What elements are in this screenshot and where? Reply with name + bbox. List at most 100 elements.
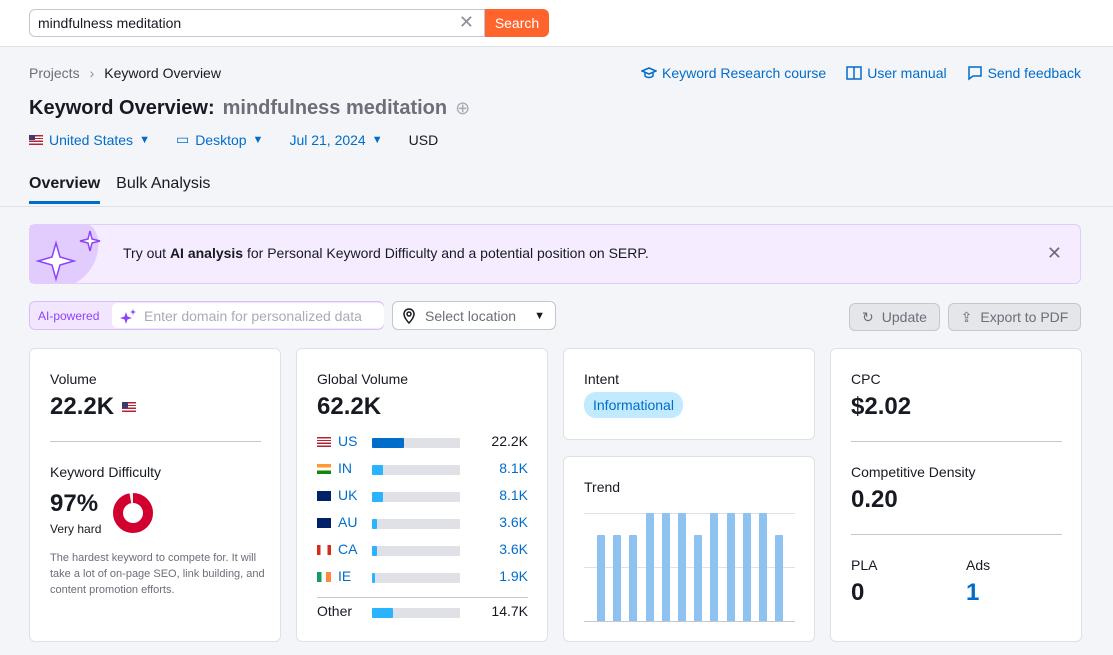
global-volume-value: 62.2K	[317, 393, 382, 420]
country-label: United States	[49, 131, 134, 148]
country-volume-value[interactable]: 8.1K	[499, 487, 528, 503]
au-flag-icon	[317, 518, 331, 528]
density-value: 0.20	[851, 486, 898, 513]
pla-label: PLA	[851, 557, 878, 573]
country-code[interactable]: US	[338, 433, 358, 449]
trend-bar	[613, 534, 622, 621]
trend-bar	[775, 534, 784, 621]
message-icon	[967, 66, 982, 81]
feedback-label: Send feedback	[987, 65, 1081, 81]
banner-text: Try out AI analysis for Personal Keyword…	[123, 245, 649, 261]
trend-bar	[629, 534, 638, 621]
course-label: Keyword Research course	[662, 65, 827, 81]
sparkle-icon	[120, 309, 136, 324]
ai-analysis-banner: Try out AI analysis for Personal Keyword…	[29, 224, 1081, 284]
volume-label: Volume	[50, 371, 97, 387]
volume-bar-track	[372, 519, 460, 529]
graduation-cap-icon	[641, 67, 658, 79]
clear-search-icon[interactable]: ✕	[458, 12, 474, 32]
close-icon[interactable]: ✕	[1046, 243, 1062, 263]
volume-card: Volume 22.2K Keyword Difficulty 97% Very…	[29, 348, 281, 642]
title-prefix: Keyword Overview:	[29, 97, 215, 119]
country-volume-value[interactable]: 3.6K	[499, 541, 528, 557]
trend-bar	[694, 534, 703, 621]
tab-bulk-analysis[interactable]: Bulk Analysis	[116, 175, 211, 192]
other-label: Other	[317, 603, 353, 619]
in-flag-icon	[317, 464, 331, 474]
other-value: 14.7K	[491, 603, 528, 619]
breadcrumb-current: Keyword Overview	[104, 65, 221, 81]
page-header: Projects › Keyword Overview Keyword Rese…	[0, 47, 1113, 207]
update-button[interactable]: ↻ Update	[849, 303, 940, 331]
chevron-right-icon: ›	[89, 65, 95, 81]
divider	[851, 441, 1062, 442]
tab-overview[interactable]: Overview	[29, 175, 101, 204]
volume-value: 22.2K	[50, 393, 115, 420]
kd-description: The hardest keyword to compete for. It w…	[50, 552, 265, 596]
breadcrumb: Projects › Keyword Overview	[29, 65, 221, 81]
export-pdf-button[interactable]: ⇪ Export to PDF	[948, 303, 1081, 331]
country-volume-value: 22.2K	[491, 433, 528, 449]
volume-bar-track	[372, 573, 460, 583]
kd-level: Very hard	[50, 522, 102, 536]
device-selector[interactable]: ▭ Desktop ▼	[176, 131, 263, 148]
ai-domain-input-wrap[interactable]	[112, 303, 384, 328]
breadcrumb-projects[interactable]: Projects	[29, 65, 80, 81]
country-selector[interactable]: United States ▼	[29, 132, 150, 148]
country-volume-row: AU 3.6K	[317, 513, 528, 533]
intent-badge: Informational	[584, 392, 683, 418]
other-bar-track	[372, 608, 460, 618]
trend-bar	[742, 513, 751, 621]
user-manual-link[interactable]: User manual	[846, 65, 947, 81]
search-button[interactable]: Search	[485, 9, 549, 37]
date-selector[interactable]: Jul 21, 2024 ▼	[289, 132, 382, 148]
currency-label: USD	[408, 131, 439, 148]
volume-bar-track	[372, 438, 460, 448]
trend-card: Trend	[563, 456, 815, 642]
country-volume-row: UK 8.1K	[317, 486, 528, 506]
search-input[interactable]	[38, 15, 458, 31]
trend-bar	[645, 513, 654, 621]
country-volume-value[interactable]: 8.1K	[499, 460, 528, 476]
pla-value: 0	[851, 579, 865, 606]
kd-label: Keyword Difficulty	[50, 464, 162, 480]
country-volume-row: IE 1.9K	[317, 567, 528, 587]
global-volume-card: Global Volume 62.2K US 22.2K IN 8.1K UK 8.1K A…	[296, 348, 548, 642]
send-feedback-link[interactable]: Send feedback	[967, 65, 1081, 81]
country-volume-value[interactable]: 1.9K	[499, 568, 528, 584]
chevron-down-icon: ▼	[139, 133, 150, 146]
country-code[interactable]: AU	[338, 514, 358, 530]
divider	[50, 441, 261, 442]
ads-value[interactable]: 1	[966, 579, 980, 606]
density-label: Competitive Density	[851, 464, 976, 480]
add-to-list-icon[interactable]: ⊕	[455, 98, 471, 118]
export-label: Export to PDF	[980, 309, 1069, 325]
country-code[interactable]: UK	[338, 487, 358, 503]
divider	[317, 597, 528, 598]
keyword-research-course-link[interactable]: Keyword Research course	[641, 65, 826, 81]
search-box[interactable]: ✕	[29, 9, 485, 37]
trend-bar	[710, 513, 719, 621]
ai-domain-input[interactable]	[144, 308, 380, 324]
country-volume-value[interactable]: 3.6K	[499, 514, 528, 530]
volume-bar-fill	[372, 573, 375, 583]
country-code[interactable]: CA	[338, 541, 358, 557]
other-row: Other 14.7K	[317, 602, 528, 622]
country-volume-row: US 22.2K	[317, 432, 528, 452]
location-select[interactable]: Select location ▼	[392, 301, 556, 330]
kd-value: 97%	[50, 490, 99, 517]
volume-bar-track	[372, 546, 460, 556]
grid-line	[584, 621, 795, 622]
chevron-down-icon: ▼	[534, 309, 545, 322]
intent-card: Intent Informational	[563, 348, 815, 440]
country-code[interactable]: IN	[338, 460, 352, 476]
us-flag-icon	[29, 134, 43, 145]
volume-bar-fill	[372, 438, 404, 448]
volume-bar-fill	[372, 465, 384, 475]
trend-label: Trend	[584, 479, 621, 495]
location-pin-icon	[403, 307, 415, 324]
country-code[interactable]: IE	[338, 568, 352, 584]
book-icon	[846, 66, 862, 80]
trend-bar	[597, 534, 605, 621]
chevron-down-icon: ▼	[252, 133, 264, 146]
